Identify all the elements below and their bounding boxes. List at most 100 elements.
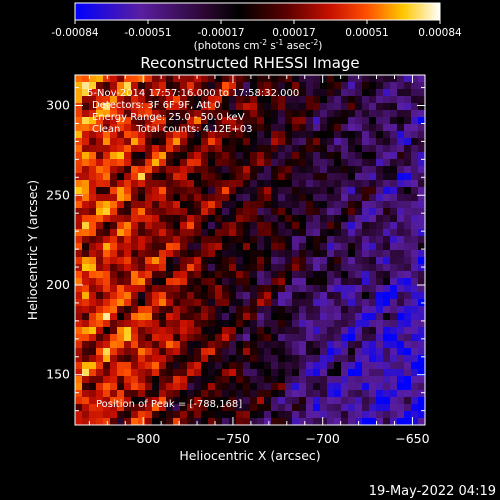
heatmap-cell [117, 117, 125, 125]
heatmap-cell [138, 418, 146, 425]
heatmap-cell [110, 299, 118, 307]
heatmap-cell [292, 110, 300, 118]
heatmap-cell [215, 397, 223, 405]
heatmap-cell [313, 278, 321, 286]
heatmap-cell [320, 369, 328, 377]
heatmap-cell [166, 285, 174, 293]
heatmap-cell [173, 334, 181, 342]
heatmap-cell [292, 313, 300, 321]
heatmap-cell [362, 257, 370, 265]
heatmap-cell [411, 285, 419, 293]
heatmap-cell [243, 159, 251, 167]
heatmap-cell [110, 75, 118, 83]
heatmap-cell [166, 208, 174, 216]
heatmap-cell [124, 159, 132, 167]
heatmap-cell [103, 131, 111, 139]
heatmap-cell [362, 89, 370, 97]
heatmap-cell [89, 131, 97, 139]
heatmap-cell [89, 264, 97, 272]
heatmap-cell [208, 341, 216, 349]
heatmap-cell [173, 348, 181, 356]
heatmap-cell [131, 152, 139, 160]
heatmap-cell [103, 320, 111, 328]
heatmap-cell [327, 208, 335, 216]
heatmap-cell [103, 75, 111, 83]
heatmap-cell [397, 89, 405, 97]
heatmap-cell [243, 369, 251, 377]
heatmap-cell [222, 306, 230, 314]
heatmap-cell [145, 89, 153, 97]
heatmap-cell [201, 187, 209, 195]
heatmap-cell [250, 215, 258, 223]
heatmap-cell [411, 215, 419, 223]
heatmap-cell [75, 166, 83, 174]
heatmap-cell [278, 376, 286, 384]
heatmap-cell [257, 117, 265, 125]
heatmap-cell [271, 278, 279, 286]
heatmap-cell [96, 236, 104, 244]
heatmap-cell [292, 418, 300, 425]
heatmap-cell [138, 341, 146, 349]
heatmap-cell [320, 201, 328, 209]
heatmap-cell [208, 110, 216, 118]
heatmap-cell [397, 313, 405, 321]
heatmap-cell [348, 82, 356, 90]
heatmap-cell [348, 159, 356, 167]
heatmap-cell [96, 96, 104, 104]
heatmap-cell [278, 404, 286, 412]
heatmap-cell [236, 334, 244, 342]
heatmap-cell [166, 215, 174, 223]
heatmap-cell [96, 362, 104, 370]
heatmap-cell [264, 75, 272, 83]
heatmap-cell [271, 299, 279, 307]
heatmap-cell [110, 131, 118, 139]
heatmap-cell [96, 369, 104, 377]
heatmap-cell [257, 250, 265, 258]
heatmap-cell [313, 145, 321, 153]
heatmap-cell [75, 159, 83, 167]
heatmap-cell [299, 236, 307, 244]
heatmap-cell [96, 306, 104, 314]
heatmap-cell [292, 187, 300, 195]
heatmap-cell [320, 152, 328, 160]
heatmap-cell [215, 313, 223, 321]
heatmap-cell [320, 131, 328, 139]
heatmap-cell [138, 145, 146, 153]
heatmap-cell [313, 152, 321, 160]
heatmap-cell [271, 222, 279, 230]
heatmap-cell [75, 82, 83, 90]
heatmap-cell [96, 243, 104, 251]
heatmap-cell [411, 341, 419, 349]
heatmap-cell [208, 159, 216, 167]
heatmap-cell [243, 376, 251, 384]
heatmap-cell [355, 306, 363, 314]
heatmap-cell [138, 201, 146, 209]
heatmap-cell [194, 411, 202, 419]
x-tick-label: −800 [126, 431, 160, 446]
heatmap-cell [110, 362, 118, 370]
heatmap-cell [292, 194, 300, 202]
heatmap-cell [348, 278, 356, 286]
heatmap-cell [278, 138, 286, 146]
heatmap-cell [271, 404, 279, 412]
heatmap-cell [390, 313, 398, 321]
heatmap-cell [376, 320, 384, 328]
heatmap-cell [166, 397, 174, 405]
heatmap-cell [278, 383, 286, 391]
heatmap-cell [75, 96, 83, 104]
heatmap-cell [215, 383, 223, 391]
heatmap-cell [222, 327, 230, 335]
heatmap-cell [215, 390, 223, 398]
heatmap-cell [313, 180, 321, 188]
heatmap-cell [383, 138, 391, 146]
heatmap-cell [397, 411, 405, 419]
heatmap-cell [222, 75, 230, 83]
heatmap-cell [187, 187, 195, 195]
heatmap-cell [404, 334, 412, 342]
heatmap-cell [418, 397, 425, 405]
heatmap-cell [89, 306, 97, 314]
heatmap-cell [285, 236, 293, 244]
heatmap-cell [327, 145, 335, 153]
heatmap-cell [285, 187, 293, 195]
heatmap-cell [418, 110, 425, 118]
